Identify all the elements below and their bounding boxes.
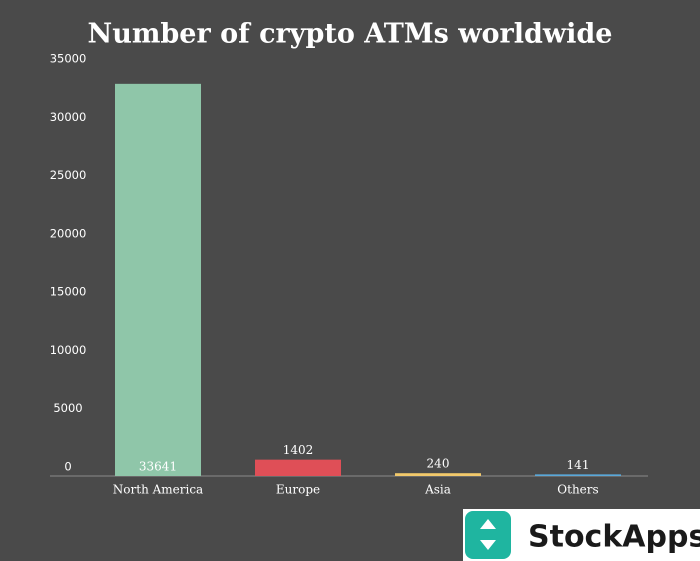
- y-tick-label: 20000: [50, 226, 87, 240]
- y-tick-label: 10000: [50, 343, 87, 357]
- bar: [535, 474, 621, 476]
- y-tick-label: 0: [64, 460, 71, 474]
- y-tick-label: 15000: [50, 285, 87, 299]
- y-tick-label: 30000: [50, 110, 87, 124]
- x-tick-label: North America: [113, 483, 203, 497]
- logo-icon: [465, 511, 511, 559]
- y-tick-label: 5000: [53, 401, 82, 415]
- chart-title: Number of crypto ATMs worldwide: [88, 19, 613, 50]
- bar: [395, 473, 481, 476]
- x-tick-label: Asia: [424, 483, 451, 497]
- value-label: 141: [567, 458, 590, 472]
- y-tick-label: 35000: [50, 52, 87, 66]
- bar: [255, 459, 341, 476]
- bar: [115, 83, 201, 477]
- logo-text: StockApps: [528, 520, 700, 555]
- y-tick-label: 25000: [50, 168, 87, 182]
- value-label: 1402: [283, 443, 314, 457]
- x-tick-label: Others: [557, 483, 598, 497]
- value-label: 240: [427, 457, 450, 471]
- x-tick-label: Europe: [276, 483, 320, 497]
- logo-arrows: [480, 519, 496, 550]
- value-label: 33641: [139, 460, 177, 474]
- logo: StockApps: [463, 509, 700, 561]
